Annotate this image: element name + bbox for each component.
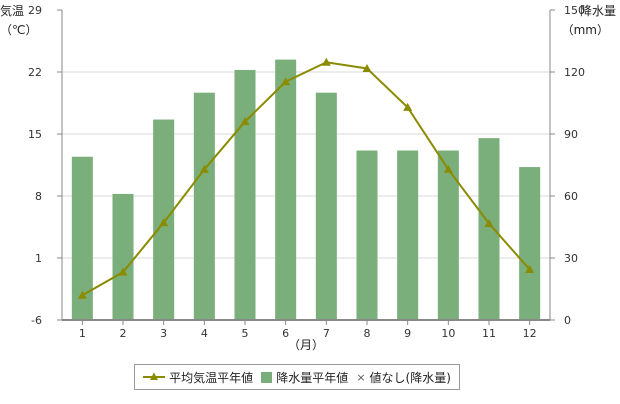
left-tick-label: 22 <box>28 66 42 79</box>
precip-bar <box>519 167 541 320</box>
temperature-point <box>159 218 169 227</box>
x-tick-label: 12 <box>523 327 537 340</box>
x-tick-label: 5 <box>242 327 249 340</box>
plot-area <box>62 10 550 320</box>
right-tick-label: 30 <box>564 252 578 265</box>
temperature-point <box>484 218 494 227</box>
left-tick-label: -6 <box>31 314 42 327</box>
temperature-point <box>281 77 291 86</box>
precip-bar <box>193 92 215 321</box>
line-triangle-icon <box>143 371 166 383</box>
right-axis-unit: （mm） <box>562 23 609 37</box>
x-tick-label: 7 <box>323 327 330 340</box>
precip-bar <box>234 69 256 320</box>
precip-bar <box>112 193 134 320</box>
right-tick-label: 120 <box>564 66 585 79</box>
right-tick-label: 90 <box>564 128 578 141</box>
right-axis-title: 降水量 <box>580 4 616 18</box>
x-tick-label: 4 <box>201 327 208 340</box>
precip-bar <box>356 150 378 320</box>
x-tick-label: 11 <box>482 327 496 340</box>
x-tick-label: 2 <box>120 327 127 340</box>
x-tick-label: 6 <box>282 327 289 340</box>
temperature-point <box>77 290 87 299</box>
temperature-point <box>403 102 413 111</box>
temperature-point <box>240 117 250 126</box>
precip-bar <box>437 150 459 320</box>
bar-swatch-icon <box>261 371 273 383</box>
right-tick-label: 0 <box>564 314 571 327</box>
x-tick-label: 3 <box>160 327 167 340</box>
left-tick-label: 8 <box>35 190 42 203</box>
legend-item-nodata: × 値なし(降水量) <box>356 369 451 386</box>
left-tick-label: 29 <box>28 4 42 17</box>
x-tick-label: 8 <box>364 327 371 340</box>
precip-bar <box>315 92 337 321</box>
legend-label-temperature: 平均気温平年値 <box>169 370 254 385</box>
x-tick-label: 10 <box>441 327 455 340</box>
temperature-point <box>199 164 209 173</box>
precip-bar <box>478 138 500 320</box>
legend-label-nodata: 値なし(降水量) <box>369 370 451 385</box>
x-tick-label: 9 <box>404 327 411 340</box>
x-axis-title: （月） <box>288 338 324 352</box>
right-tick-label: 60 <box>564 190 578 203</box>
legend: 平均気温平年値 降水量平年値 × 値なし(降水量) <box>134 364 460 390</box>
precip-bar <box>71 156 93 320</box>
left-axis-unit: （℃） <box>0 23 37 37</box>
temperature-point <box>443 164 453 173</box>
precip-bar <box>397 150 419 320</box>
legend-item-temperature: 平均気温平年値 <box>143 369 253 386</box>
temperature-point <box>321 57 331 66</box>
temperature-point <box>525 265 535 274</box>
legend-label-precipitation: 降水量平年値 <box>276 370 349 385</box>
left-tick-label: 15 <box>28 128 42 141</box>
left-axis-title: 気温 <box>0 3 24 18</box>
legend-item-precipitation: 降水量平年値 <box>261 369 348 386</box>
cross-icon: × <box>356 370 366 384</box>
temperature-point <box>118 267 128 276</box>
precip-bar <box>275 59 297 320</box>
temperature-point <box>362 63 372 72</box>
x-tick-label: 1 <box>79 327 86 340</box>
right-tick-label: 150 <box>564 4 585 17</box>
left-tick-label: 1 <box>35 252 42 265</box>
temperature-line <box>81 61 531 297</box>
